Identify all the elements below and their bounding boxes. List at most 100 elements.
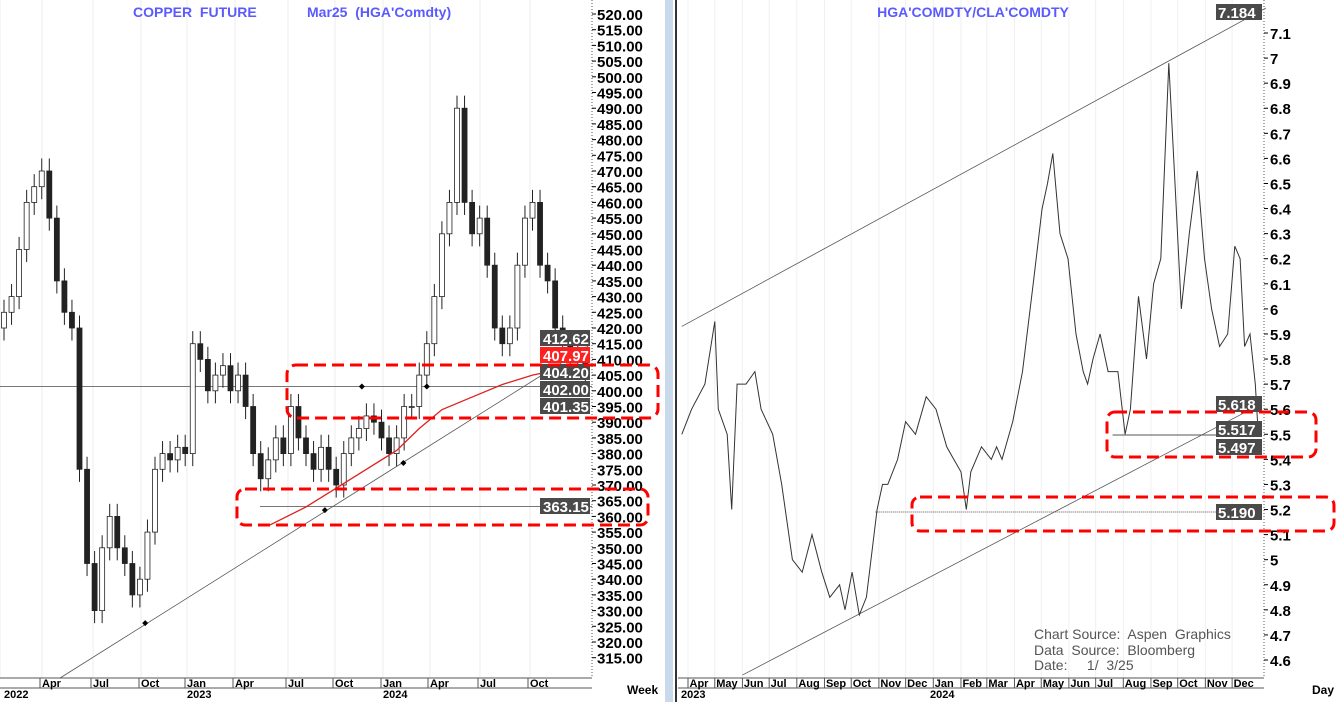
y-tick-label: 5.4 bbox=[1270, 452, 1292, 469]
candle-body bbox=[144, 531, 151, 580]
candle-body bbox=[325, 446, 332, 470]
price-level-label: 5.517 bbox=[1218, 422, 1256, 439]
x-month-label: Jan bbox=[935, 678, 954, 690]
y-tick-label: 415.00 bbox=[597, 337, 643, 354]
y-tick-label: 5.5 bbox=[1270, 427, 1291, 444]
y-tick-label: 4.6 bbox=[1270, 653, 1291, 670]
x-month-label: Aug bbox=[798, 678, 819, 690]
channel-upper-line bbox=[681, 7, 1267, 327]
candle-body bbox=[303, 437, 309, 454]
candle-body bbox=[8, 296, 15, 313]
x-month-label: Aug bbox=[1125, 678, 1146, 690]
y-tick-label: 5.3 bbox=[1270, 477, 1291, 494]
y-tick-label: 315.00 bbox=[597, 651, 643, 668]
candle-body bbox=[318, 446, 325, 470]
x-month-label: Mar bbox=[988, 678, 1008, 690]
pivot-marker bbox=[358, 383, 365, 390]
y-tick-label: 6.5 bbox=[1270, 176, 1291, 193]
x-month-label: Jun bbox=[744, 678, 764, 690]
candle-body bbox=[333, 468, 340, 486]
price-level-label: 402.00 bbox=[543, 382, 589, 399]
candle-body bbox=[295, 406, 302, 439]
y-tick-label: 350.00 bbox=[597, 541, 643, 558]
candle-body bbox=[38, 170, 45, 188]
price-level-label: 363.15 bbox=[543, 499, 589, 516]
candle-body bbox=[423, 343, 430, 376]
y-tick-label: 515.00 bbox=[597, 23, 643, 40]
y-tick-label: 5.8 bbox=[1270, 352, 1291, 369]
y-tick-label: 480.00 bbox=[597, 133, 643, 150]
candle-body bbox=[129, 563, 136, 596]
price-level-badge bbox=[540, 364, 590, 380]
price-level-badge bbox=[1216, 439, 1262, 455]
y-tick-label: 485.00 bbox=[597, 117, 643, 134]
candle-body bbox=[484, 217, 491, 266]
price-level-badge bbox=[1216, 4, 1262, 20]
y-tick-label: 6.8 bbox=[1270, 101, 1291, 118]
y-tick-label: 430.00 bbox=[597, 290, 643, 307]
candle-body bbox=[461, 107, 468, 203]
y-tick-label: 4.7 bbox=[1270, 628, 1291, 645]
candle-body bbox=[159, 453, 166, 470]
candle-body bbox=[23, 201, 30, 250]
y-tick-label: 345.00 bbox=[597, 557, 643, 574]
y-tick-label: 460.00 bbox=[597, 195, 643, 212]
y-tick-label: 325.00 bbox=[597, 619, 643, 636]
y-tick-label: 5 bbox=[1270, 553, 1278, 570]
candle-body bbox=[91, 563, 98, 611]
channel-lower-line bbox=[742, 403, 1261, 676]
candle-body bbox=[1, 311, 7, 329]
y-tick-label: 6.4 bbox=[1270, 202, 1292, 219]
y-tick-label: 440.00 bbox=[597, 258, 643, 275]
candle-body bbox=[506, 327, 513, 345]
pivot-marker bbox=[321, 507, 328, 514]
pivot-marker bbox=[400, 460, 407, 467]
x-month-label: Nov bbox=[880, 678, 902, 690]
candle-body bbox=[99, 547, 106, 611]
y-tick-label: 380.00 bbox=[597, 447, 643, 464]
y-tick-label: 355.00 bbox=[597, 525, 643, 542]
y-tick-label: 330.00 bbox=[597, 604, 643, 621]
x-year-label: 2023 bbox=[681, 689, 705, 701]
y-tick-label: 5.7 bbox=[1270, 377, 1291, 394]
x-month-label: Jan bbox=[383, 678, 402, 690]
candle-body bbox=[31, 186, 38, 203]
y-tick-label: 510.00 bbox=[597, 38, 643, 55]
data-source-text: Data Source: Bloomberg bbox=[1034, 642, 1195, 658]
candle-body bbox=[401, 406, 408, 439]
y-tick-label: 425.00 bbox=[597, 305, 643, 322]
candle-body bbox=[136, 578, 143, 596]
y-tick-label: 420.00 bbox=[597, 321, 643, 338]
annotation-box bbox=[910, 495, 1336, 533]
candle-body bbox=[114, 516, 121, 549]
candle-body bbox=[242, 374, 249, 407]
price-level-label: 401.35 bbox=[543, 399, 589, 416]
x-month-label: Feb bbox=[962, 678, 982, 690]
y-tick-label: 385.00 bbox=[597, 431, 643, 448]
x-month-label: Dec bbox=[1234, 678, 1254, 690]
y-tick-label: 435.00 bbox=[597, 274, 643, 291]
candle-body bbox=[257, 453, 264, 480]
price-level-label: 412.62 bbox=[543, 331, 589, 348]
x-month-label: Apr bbox=[690, 678, 710, 690]
candle-body bbox=[514, 264, 521, 329]
y-tick-label: 505.00 bbox=[597, 54, 643, 71]
pivot-marker bbox=[423, 383, 430, 390]
candle-body bbox=[499, 327, 506, 345]
x-month-label: Apr bbox=[42, 678, 62, 690]
annotation-box bbox=[235, 487, 650, 527]
y-tick-label: 5.9 bbox=[1270, 327, 1291, 344]
candle-body bbox=[121, 547, 128, 564]
annotation-box bbox=[285, 363, 660, 420]
x-month-label: Oct bbox=[141, 678, 160, 690]
pivot-marker bbox=[142, 620, 149, 627]
price-level-badge bbox=[540, 381, 590, 397]
ratio-line bbox=[681, 63, 1262, 617]
x-year-label: 2022 bbox=[4, 689, 28, 701]
panel-splitter[interactable] bbox=[665, 0, 673, 702]
x-month-label: Apr bbox=[235, 678, 255, 690]
x-month-label: Oct bbox=[853, 678, 872, 690]
y-tick-label: 320.00 bbox=[597, 635, 643, 652]
x-month-label: Oct bbox=[335, 678, 354, 690]
candle-body bbox=[212, 374, 219, 392]
